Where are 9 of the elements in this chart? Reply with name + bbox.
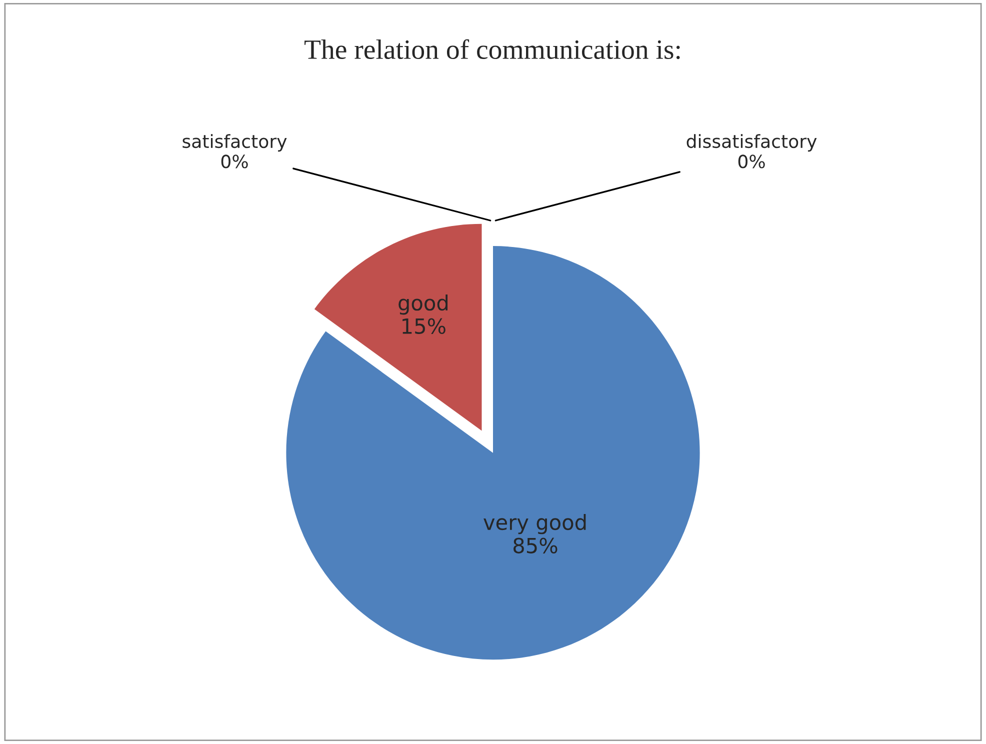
chart-title: The relation of communication is: <box>304 39 680 60</box>
slice-label: very good <box>484 514 586 534</box>
data-label: 15% <box>402 318 446 334</box>
category-label: dissatisfactory <box>686 134 817 152</box>
slice-label: good <box>398 294 448 315</box>
text: 0% <box>221 154 248 168</box>
category-label: satisfactory <box>182 134 287 152</box>
text: 0% <box>738 154 765 168</box>
data-label: 85% <box>514 538 558 554</box>
